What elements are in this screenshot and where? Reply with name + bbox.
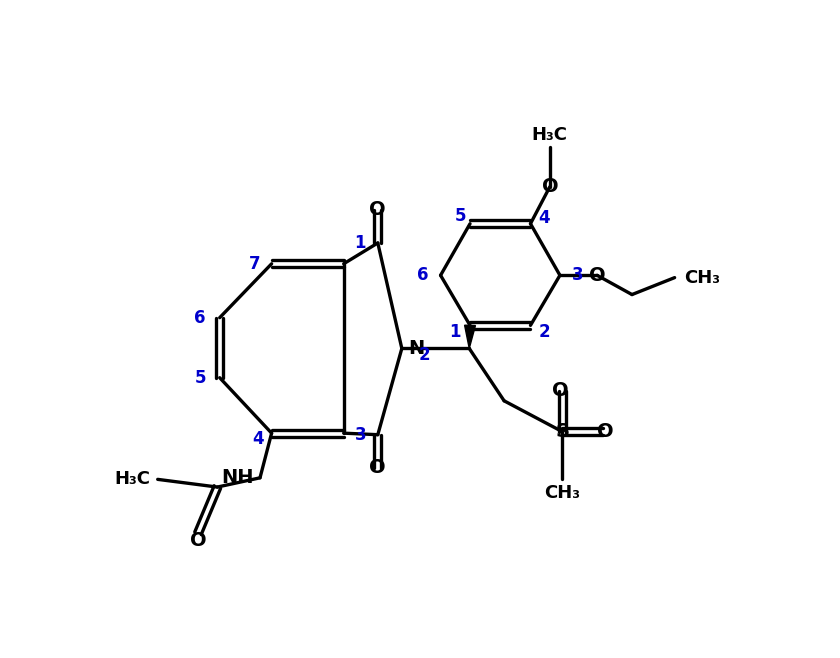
Text: O: O: [589, 266, 606, 285]
Text: O: O: [190, 532, 207, 551]
Text: 5: 5: [454, 207, 466, 225]
Text: 5: 5: [194, 368, 206, 387]
Text: 6: 6: [417, 266, 429, 284]
Text: 2: 2: [538, 322, 550, 341]
Text: 3: 3: [571, 266, 583, 284]
Text: 1: 1: [354, 234, 366, 252]
Text: H₃C: H₃C: [114, 470, 150, 488]
Text: 3: 3: [354, 426, 366, 443]
Text: N: N: [408, 339, 424, 358]
Text: H₃C: H₃C: [532, 126, 568, 144]
Text: O: O: [552, 381, 568, 400]
Polygon shape: [465, 325, 475, 349]
Text: 4: 4: [538, 209, 550, 226]
Text: 4: 4: [252, 430, 264, 448]
Text: O: O: [597, 422, 614, 441]
Text: NH: NH: [221, 468, 254, 488]
Text: O: O: [542, 177, 558, 196]
Text: 2: 2: [419, 345, 431, 364]
Text: 7: 7: [249, 255, 260, 273]
Text: 1: 1: [449, 322, 460, 341]
Text: S: S: [555, 422, 570, 441]
Text: O: O: [370, 459, 386, 477]
Text: 6: 6: [194, 309, 206, 326]
Text: CH₃: CH₃: [544, 484, 580, 502]
Text: CH₃: CH₃: [684, 268, 720, 287]
Text: O: O: [370, 200, 386, 219]
